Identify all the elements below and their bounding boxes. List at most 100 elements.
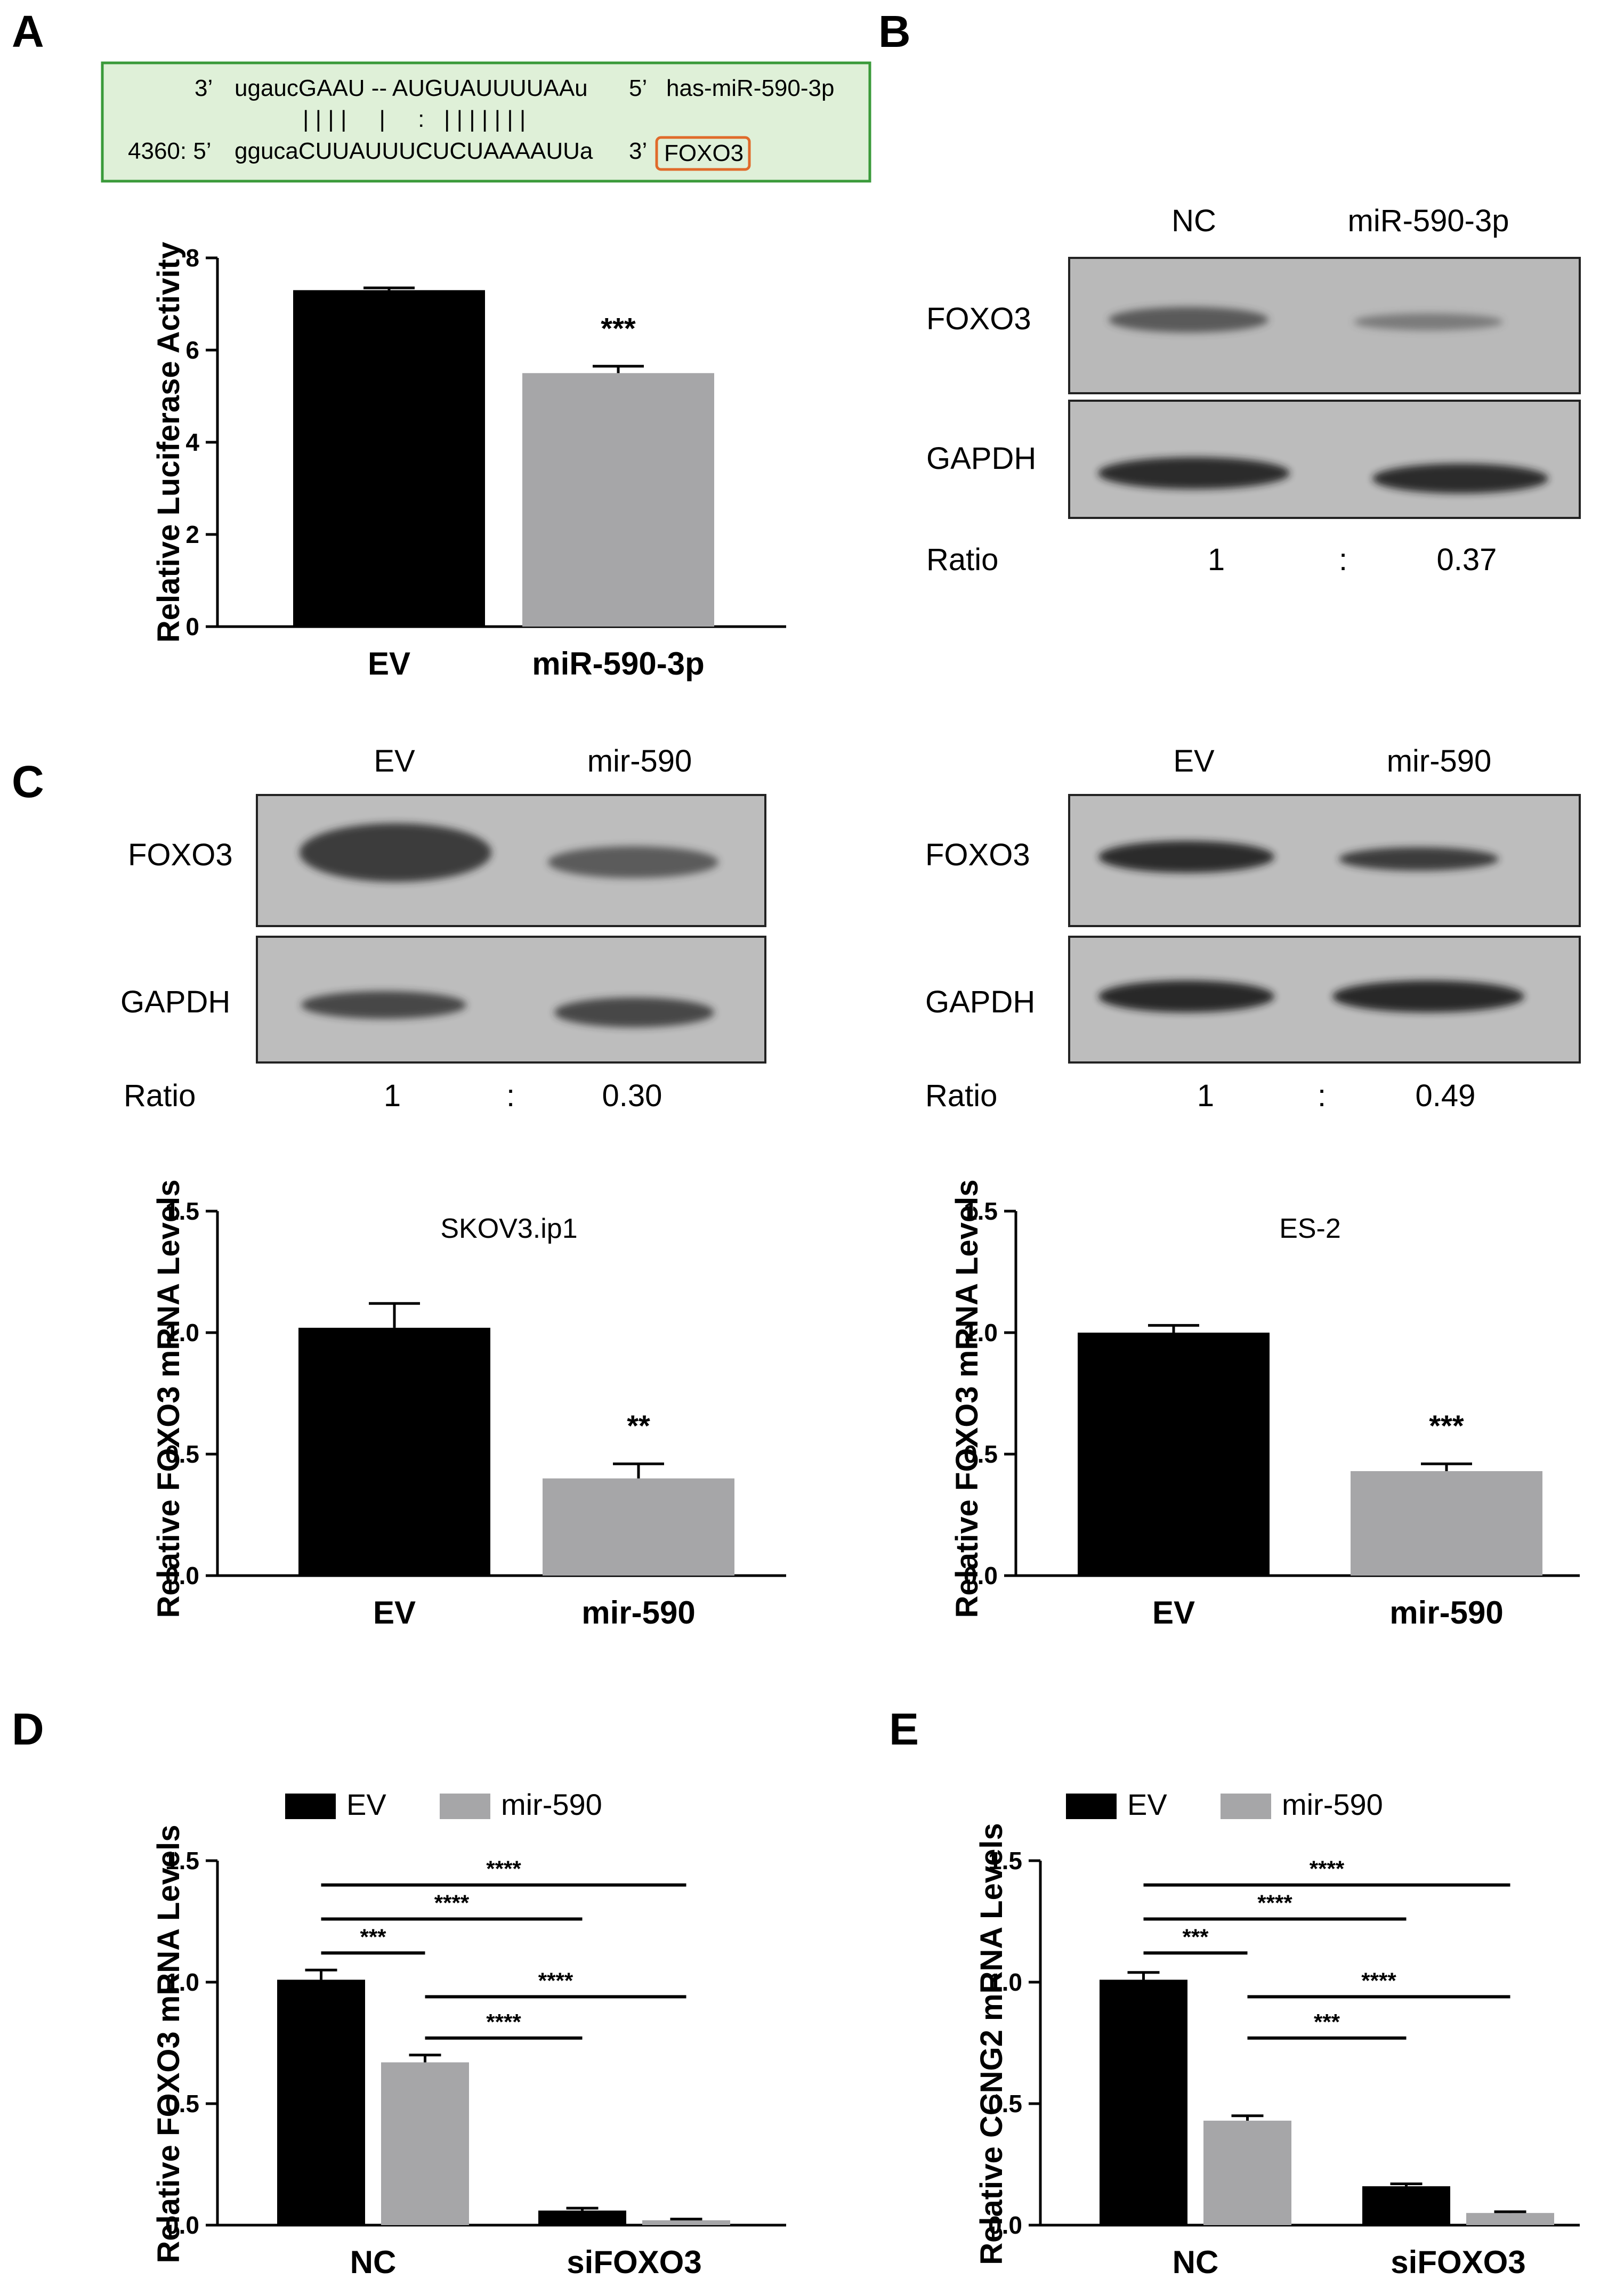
panel-letter-c: C bbox=[12, 757, 44, 807]
blot-b-ratio-nc: 1 bbox=[1208, 542, 1225, 577]
x-category-label: EV bbox=[1152, 1595, 1195, 1630]
legend-label: EV bbox=[346, 1788, 386, 1821]
x-category-label: NC bbox=[350, 2244, 397, 2280]
legend-label: EV bbox=[1127, 1788, 1167, 1821]
bar-nc-mir-590 bbox=[1203, 2120, 1291, 2225]
x-category-label: siFOXO3 bbox=[1391, 2244, 1525, 2280]
pairing-marks: | | | | | : | | | | | | | bbox=[303, 106, 526, 132]
2-y-axis-title: Relative FOXO3 mRNA Levels bbox=[950, 1179, 984, 1618]
significance-label: *** bbox=[1429, 1409, 1464, 1442]
blot-c-right-foxo3-band-mir bbox=[1339, 847, 1499, 871]
4-y-tick-label: 1.0 bbox=[988, 1968, 1022, 1996]
legend-label: mir-590 bbox=[501, 1788, 602, 1821]
1-y-tick-label: 0.0 bbox=[165, 1562, 199, 1589]
blot-c-left-ratio-sep: : bbox=[506, 1078, 515, 1113]
target-position: 4360: 5’ bbox=[128, 138, 212, 164]
3-y-tick-label: 1.5 bbox=[165, 1847, 199, 1875]
x-category-label: EV bbox=[373, 1595, 416, 1630]
blot-c-right-row-foxo3: FOXO3 bbox=[925, 838, 1030, 872]
blot-c-left-foxo3-band-ev bbox=[300, 823, 491, 882]
2-y-tick-label: 1.0 bbox=[964, 1319, 998, 1346]
2-y-tick-label: 0.5 bbox=[964, 1440, 998, 1468]
blot-c-left-gapdh-band-mir bbox=[554, 997, 714, 1027]
blot-c-left-column-ev: EV bbox=[374, 744, 415, 778]
3-y-tick-label: 0.0 bbox=[165, 2211, 199, 2239]
blot-b-ratio-label: Ratio bbox=[926, 542, 998, 577]
blot-b-ratio-mir: 0.37 bbox=[1437, 542, 1497, 577]
0-y-tick-label: 6 bbox=[185, 336, 199, 364]
chart-title: ES-2 bbox=[1279, 1213, 1341, 1244]
mirna-name: has-miR-590-3p bbox=[666, 75, 834, 101]
sequence-box-frame bbox=[101, 61, 871, 183]
panel-letter-a: A bbox=[12, 6, 44, 56]
4-y-tick-label: 0.0 bbox=[988, 2211, 1022, 2239]
bar-ev bbox=[1078, 1333, 1270, 1576]
x-category-label: NC bbox=[1173, 2244, 1219, 2280]
blot-c-right-row-gapdh: GAPDH bbox=[925, 985, 1035, 1019]
bar-nc-ev bbox=[277, 1979, 365, 2225]
1-y-axis-title: Relative FOXO3 mRNA Levels bbox=[151, 1179, 186, 1618]
comparison-label: *** bbox=[1182, 1924, 1209, 1949]
blot-b: NC miR-590-3p FOXO3 GAPDH Ratio 1 : 0.37 bbox=[926, 204, 1581, 577]
comparison-label: **** bbox=[1361, 1968, 1396, 1993]
blot-c-right-gapdh-band-ev bbox=[1098, 980, 1274, 1012]
significance-label: ** bbox=[627, 1409, 650, 1442]
foxo3-highlight-box bbox=[655, 136, 751, 171]
legend-swatch bbox=[440, 1794, 490, 1819]
bar-mir-590-3p bbox=[522, 373, 714, 627]
comparison-label: **** bbox=[486, 1856, 521, 1881]
bar-nc-ev bbox=[1100, 1979, 1187, 2225]
blot-b-column-mir: miR-590-3p bbox=[1348, 204, 1509, 238]
bar-ev bbox=[293, 290, 485, 627]
blot-c-left-ratio-ev: 1 bbox=[384, 1078, 401, 1113]
bar-ev bbox=[298, 1327, 490, 1576]
mirna-suffix: 5’ bbox=[629, 75, 647, 101]
blot-c-right-gapdh-band-mir bbox=[1332, 980, 1524, 1012]
comparison-label: **** bbox=[434, 1890, 470, 1915]
x-category-label: siFOXO3 bbox=[567, 2244, 701, 2280]
target-suffix: 3’ bbox=[629, 138, 647, 164]
1-y-tick-label: 1.5 bbox=[165, 1197, 199, 1225]
panel-letter-d: D bbox=[12, 1704, 44, 1754]
mirna-prefix: 3’ bbox=[195, 75, 213, 101]
4-y-tick-label: 0.5 bbox=[988, 2090, 1022, 2117]
panel-letter-e: E bbox=[889, 1704, 919, 1754]
1-y-tick-label: 0.5 bbox=[165, 1440, 199, 1468]
comparison-label: **** bbox=[1257, 1890, 1292, 1915]
bar-sifoxo3-mir-590 bbox=[642, 2220, 730, 2225]
blot-b-gapdh-band-mir bbox=[1372, 464, 1548, 493]
legend-swatch bbox=[1221, 1794, 1271, 1819]
blot-c-left-row-foxo3: FOXO3 bbox=[128, 838, 233, 872]
bar-sifoxo3-ev bbox=[1362, 2186, 1450, 2225]
blot-c-left-column-mir: mir-590 bbox=[587, 744, 692, 778]
blot-c-left-ratio-mir: 0.30 bbox=[602, 1078, 662, 1113]
target-gene: FOXO3 bbox=[664, 140, 744, 166]
blot-b-column-nc: NC bbox=[1171, 204, 1216, 238]
x-category-label: miR-590-3p bbox=[532, 646, 704, 682]
3-y-axis-title: Relative FOXO3 mRNA Levels bbox=[151, 1824, 186, 2263]
x-category-label: EV bbox=[368, 646, 410, 682]
0-y-tick-label: 4 bbox=[185, 428, 199, 456]
4-y-tick-label: 1.5 bbox=[988, 1847, 1022, 1875]
blot-b-row-foxo3: FOXO3 bbox=[926, 302, 1031, 336]
blot-c-right-column-mir: mir-590 bbox=[1387, 744, 1492, 778]
2-y-tick-label: 1.5 bbox=[964, 1197, 998, 1225]
bar-sifoxo3-ev bbox=[538, 2210, 626, 2225]
0-y-tick-label: 8 bbox=[185, 244, 199, 272]
bar-mir-590 bbox=[1351, 1471, 1542, 1576]
blot-b-foxo3-band-mir bbox=[1354, 313, 1503, 330]
comparison-label: **** bbox=[1310, 1856, 1345, 1881]
blot-c-right-ratio-mir: 0.49 bbox=[1416, 1078, 1476, 1113]
comparison-label: **** bbox=[538, 1968, 573, 1993]
3-y-tick-label: 0.5 bbox=[165, 2090, 199, 2117]
1-y-tick-label: 1.0 bbox=[165, 1319, 199, 1346]
blot-c-right-column-ev: EV bbox=[1173, 744, 1215, 778]
x-category-label: mir-590 bbox=[1389, 1595, 1503, 1630]
comparison-label: **** bbox=[486, 2009, 521, 2034]
blot-c-right: EV mir-590 FOXO3 GAPDH Ratio 1 : 0.49 bbox=[925, 744, 1581, 1113]
